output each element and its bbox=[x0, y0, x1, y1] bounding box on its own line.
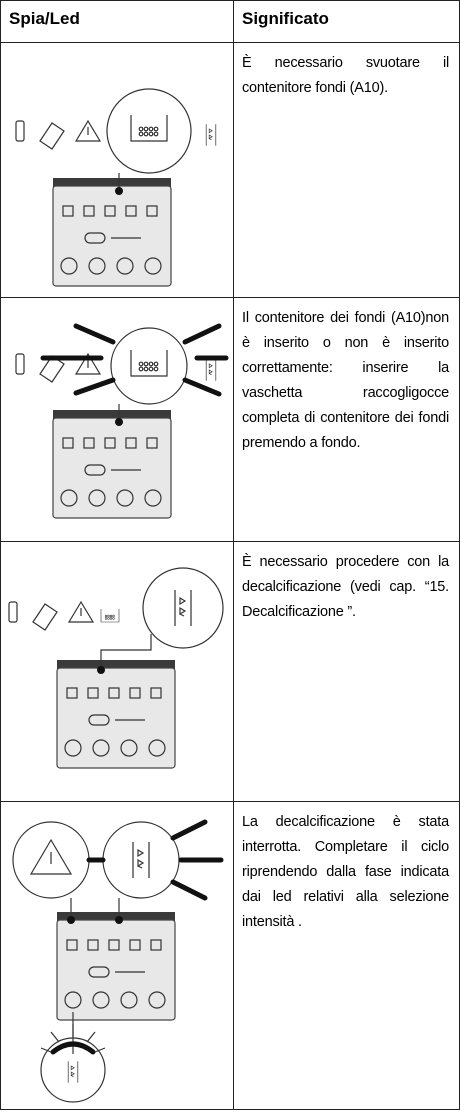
drawing-part bbox=[50, 1041, 96, 1055]
illustration bbox=[8, 567, 224, 769]
drawing-part bbox=[182, 377, 222, 397]
drawing-part bbox=[52, 409, 172, 519]
illustration-cell bbox=[0, 541, 234, 802]
row: È necessario procedere con la decalcific… bbox=[0, 541, 460, 802]
illustration bbox=[12, 819, 224, 1103]
drawing-part bbox=[40, 1047, 52, 1053]
drawing-part bbox=[170, 819, 208, 841]
drawing-part bbox=[115, 418, 123, 426]
illustration bbox=[15, 88, 217, 287]
drawing-part bbox=[205, 123, 217, 147]
drawing-part bbox=[94, 1047, 106, 1053]
drawing-part bbox=[50, 1031, 60, 1043]
illustration-cell bbox=[0, 801, 234, 1110]
drawing-part bbox=[67, 916, 75, 924]
drawing-part bbox=[100, 608, 120, 623]
row: È necessario svuotare il contenitore fon… bbox=[0, 42, 460, 298]
drawing-part bbox=[29, 838, 73, 875]
drawing-part bbox=[8, 601, 94, 631]
text-cell: La decalcificazione è stata interrotta. … bbox=[233, 801, 460, 1110]
header-cell: Significato bbox=[233, 0, 460, 43]
drawing-part bbox=[130, 349, 168, 377]
drawing-part bbox=[115, 916, 123, 924]
drawing-part bbox=[15, 120, 101, 150]
illustration bbox=[15, 323, 229, 519]
drawing-part bbox=[106, 88, 192, 174]
drawing-part bbox=[170, 879, 208, 901]
header-row: Spia/Led Significato bbox=[0, 0, 460, 43]
row: La decalcificazione è stata interrotta. … bbox=[0, 801, 460, 1110]
drawing-part bbox=[102, 821, 180, 899]
drawing-part bbox=[56, 911, 176, 1021]
drawing-part bbox=[182, 323, 222, 345]
drawing-part bbox=[110, 327, 188, 405]
drawing-part bbox=[67, 1060, 79, 1084]
drawing-part bbox=[100, 634, 152, 670]
drawing-part bbox=[130, 114, 168, 142]
drawing-part bbox=[174, 589, 192, 627]
header-cell: Spia/Led bbox=[0, 0, 234, 43]
drawing-part bbox=[205, 123, 217, 147]
text-cell: È necessario procedere con la decalcific… bbox=[233, 541, 460, 802]
drawing-part bbox=[73, 323, 116, 345]
text-cell: Il contenitore dei fondi (A10)non è inse… bbox=[233, 297, 460, 542]
illustration-cell bbox=[0, 297, 234, 542]
drawing-part bbox=[115, 187, 123, 195]
drawing-part bbox=[132, 841, 150, 879]
drawing-part bbox=[97, 666, 105, 674]
drawing-part bbox=[205, 358, 217, 382]
text-cell: È necessario svuotare il contenitore fon… bbox=[233, 42, 460, 298]
drawing-part bbox=[67, 1060, 79, 1084]
drawing-part bbox=[52, 177, 172, 287]
illustration-cell bbox=[0, 42, 234, 298]
row: Il contenitore dei fondi (A10)non è inse… bbox=[0, 297, 460, 542]
drawing-part bbox=[73, 377, 116, 396]
drawing-part bbox=[86, 1031, 96, 1043]
drawing-part bbox=[100, 608, 120, 623]
drawing-part bbox=[56, 659, 176, 769]
drawing-part bbox=[142, 567, 224, 649]
drawing-part bbox=[205, 358, 217, 382]
